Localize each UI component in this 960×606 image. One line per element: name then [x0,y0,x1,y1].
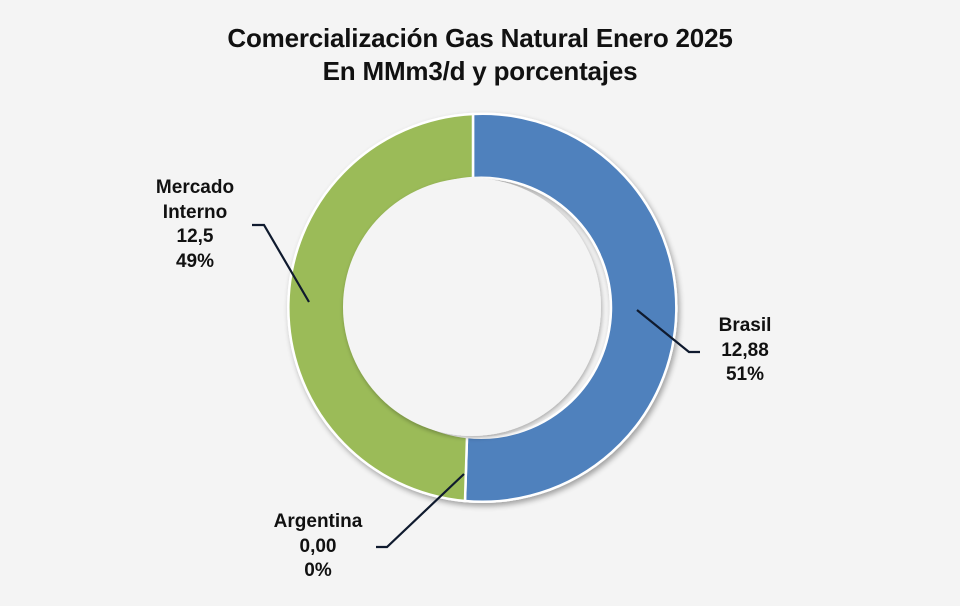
label-brasil-percent: 51% [725,364,765,385]
chart-title: Comercialización Gas Natural Enero 2025 … [0,22,960,88]
label-argentina-percent: 0% [304,560,332,581]
label-brasil-name: Brasil [718,315,772,336]
leader-line-brasil [636,309,700,354]
label-mercado-interno: Mercado Interno 12,5 49% [140,176,250,274]
label-mercado-interno-name2: Interno [162,201,228,223]
chart-title-line1: Comercialización Gas Natural Enero 2025 [227,23,733,53]
donut-hole [343,178,601,436]
label-brasil-value: 12,88 [721,339,769,361]
leader-line-argentina [376,473,465,549]
label-argentina-name: Argentina [273,511,363,532]
label-brasil: Brasil 12,88 51% [700,314,790,388]
label-mercado-interno-name1: Mercado [155,177,235,198]
label-mercado-interno-percent: 49% [175,250,215,272]
label-argentina-value: 0,00 [299,535,337,557]
chart-subtitle: En MMm3/d y porcentajes [322,56,638,86]
label-argentina: Argentina 0,00 0% [262,510,374,584]
label-mercado-interno-value: 12,5 [176,226,214,247]
leader-line-mercado-interno [252,223,310,303]
segment-brasil[interactable] [463,112,678,503]
